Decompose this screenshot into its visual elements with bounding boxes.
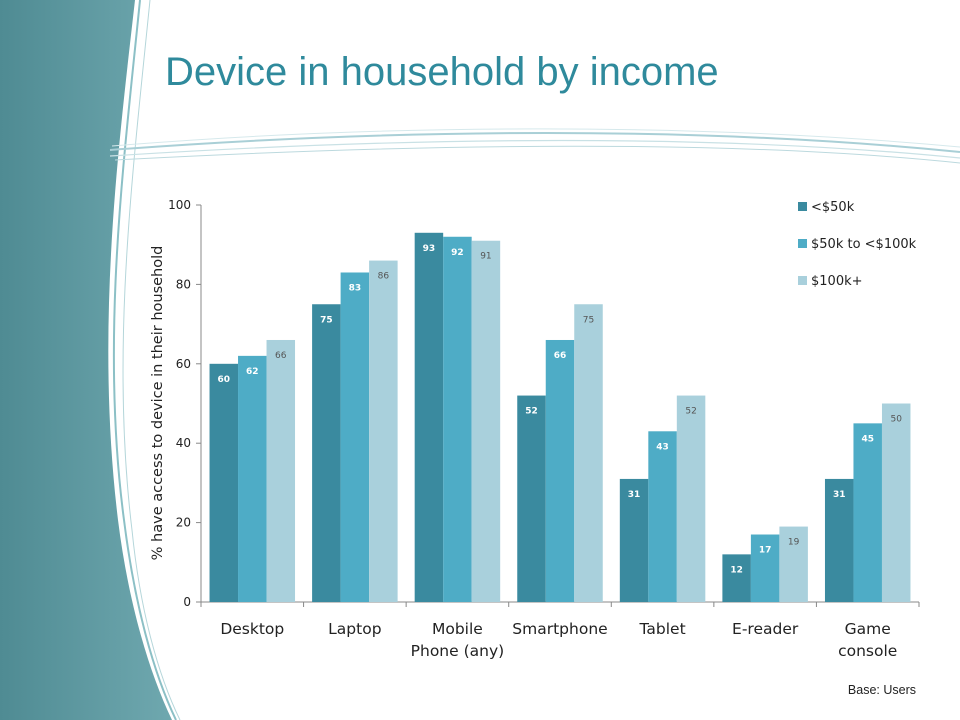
footnote: Base: Users [847,683,916,697]
bar [722,554,751,602]
legend-swatch [798,202,807,211]
bar [340,272,370,602]
data-label: 45 [861,434,874,444]
x-tick-label: E-reader [732,620,799,638]
legend-label: <$50k [811,200,855,215]
legend-swatch [798,276,807,285]
x-tick-label: console [838,642,897,660]
y-tick-label: 80 [176,277,191,291]
data-label: 52 [525,407,538,417]
data-label: 12 [730,565,743,575]
bar [312,304,341,602]
bar [779,526,808,602]
y-tick-label: 40 [176,436,191,450]
data-label: 66 [275,351,287,361]
y-tick-label: 60 [176,357,191,371]
bar [676,395,706,602]
bar [414,232,444,603]
bar [443,236,472,602]
slide-title: Device in household by income [165,50,719,94]
data-label: 86 [378,272,390,282]
legend-label: $100k+ [811,274,863,289]
data-label: 52 [685,407,696,417]
x-tick-label: Smartphone [512,620,607,638]
bar [517,395,546,602]
x-tick-label: Game [845,620,891,638]
bar [824,478,854,602]
y-axis-title: % have access to device in their househo… [150,246,166,561]
legend-swatch [798,239,807,248]
data-label: 60 [218,375,231,385]
bar [238,355,267,602]
data-label: 31 [833,490,846,500]
legend-label: $50k to <$100k [811,237,917,252]
data-label: 66 [554,351,567,361]
data-label: 50 [890,415,902,425]
bar [750,534,780,602]
x-tick-label: Phone (any) [411,642,505,660]
x-tick-label: Tablet [638,620,685,638]
bar [471,240,501,603]
y-tick-label: 20 [176,516,191,530]
bar [209,363,239,602]
data-label: 43 [656,442,669,452]
data-label: 91 [480,252,491,262]
bar [881,403,911,602]
bar [619,478,649,602]
bar [545,339,575,602]
bar [266,339,296,602]
bar [369,260,398,602]
data-label: 75 [583,315,594,325]
x-tick-label: Mobile [432,620,483,638]
data-label: 17 [759,546,772,556]
bar [648,431,677,602]
x-tick-label: Desktop [220,620,284,638]
data-label: 83 [349,283,362,293]
data-label: 75 [320,315,333,325]
data-label: 31 [628,490,641,500]
data-label: 93 [423,244,436,254]
y-tick-label: 0 [183,595,191,609]
x-tick-label: Laptop [328,620,381,638]
data-label: 92 [451,248,464,258]
bar [574,304,603,602]
y-tick-label: 100 [168,198,191,212]
data-label: 62 [246,367,259,377]
data-label: 19 [788,538,800,548]
bar [853,423,882,602]
